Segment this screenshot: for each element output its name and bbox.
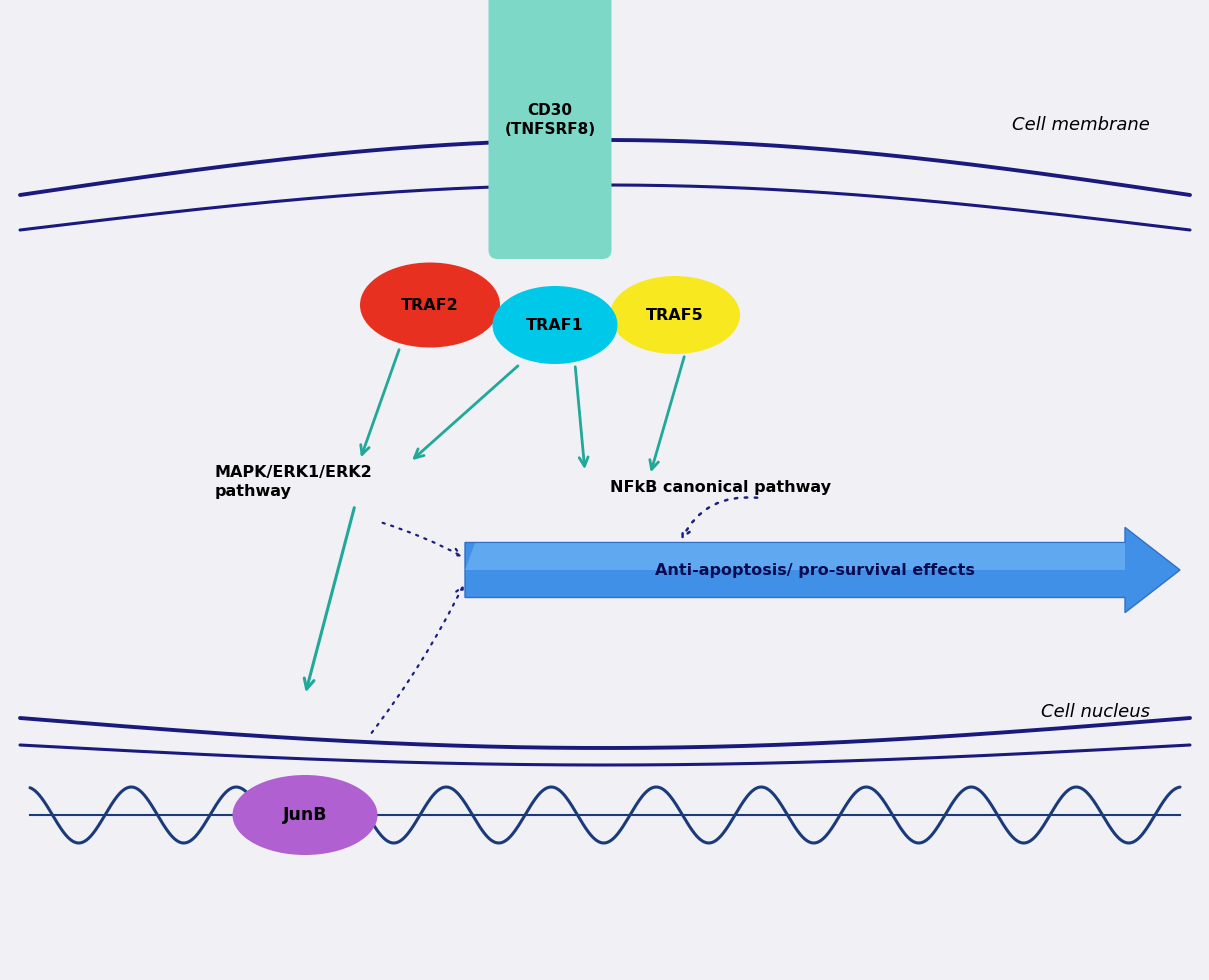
Text: Cell membrane: Cell membrane xyxy=(1012,116,1150,134)
Ellipse shape xyxy=(232,775,377,855)
Ellipse shape xyxy=(492,286,618,364)
Text: TRAF2: TRAF2 xyxy=(401,298,459,313)
Ellipse shape xyxy=(611,276,740,354)
Text: Anti-apoptosis/ pro-survival effects: Anti-apoptosis/ pro-survival effects xyxy=(655,563,974,577)
Text: CD30
(TNFSRF8): CD30 (TNFSRF8) xyxy=(504,103,596,137)
Text: JunB: JunB xyxy=(283,806,328,824)
Polygon shape xyxy=(465,543,1126,570)
FancyBboxPatch shape xyxy=(488,0,612,259)
Text: MAPK/ERK1/ERK2
pathway: MAPK/ERK1/ERK2 pathway xyxy=(215,465,372,499)
Text: NFkB canonical pathway: NFkB canonical pathway xyxy=(611,480,831,495)
Text: Cell nucleus: Cell nucleus xyxy=(1041,703,1150,721)
Ellipse shape xyxy=(360,263,501,348)
Text: TRAF1: TRAF1 xyxy=(526,318,584,332)
Text: TRAF5: TRAF5 xyxy=(646,308,704,322)
Polygon shape xyxy=(465,527,1180,612)
